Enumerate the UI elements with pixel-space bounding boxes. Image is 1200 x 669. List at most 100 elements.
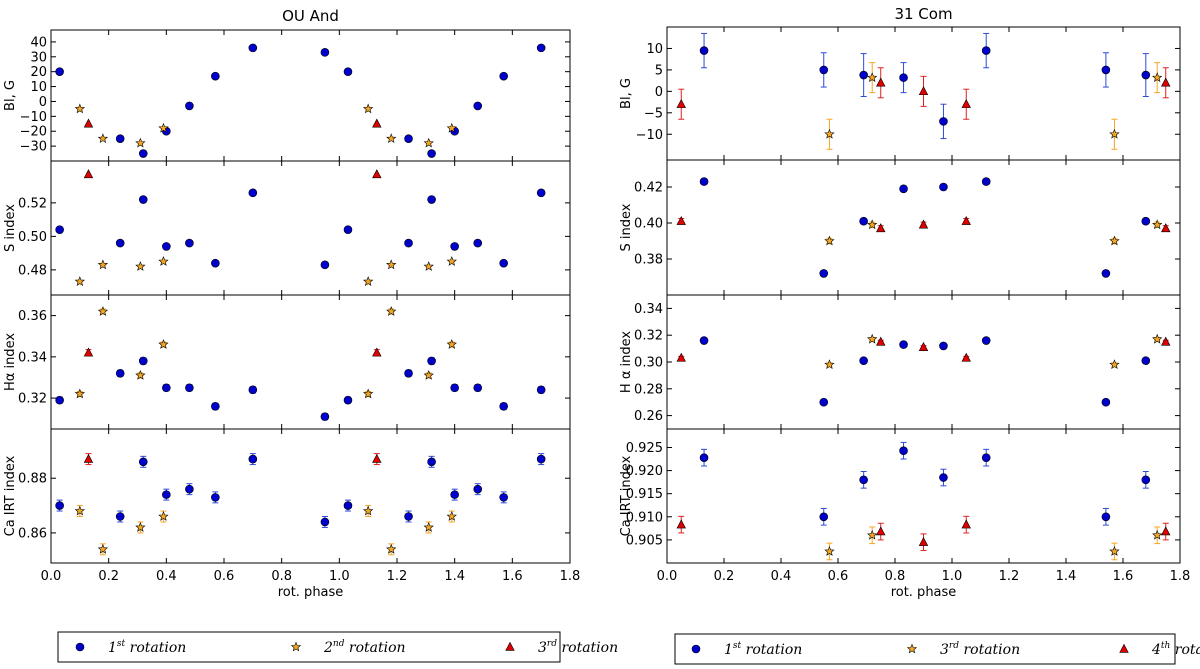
data-point xyxy=(138,356,148,366)
y-tick-label: 0.910 xyxy=(626,510,663,525)
data-point xyxy=(699,453,709,462)
y-tick-label: 0.32 xyxy=(18,392,47,407)
y-tick-label: 0.925 xyxy=(626,441,663,456)
data-point xyxy=(83,453,94,463)
series-r1 xyxy=(699,32,1151,140)
x-tick-label: 1.0 xyxy=(942,569,963,584)
data-point xyxy=(404,238,413,248)
series-r2 xyxy=(824,333,1163,370)
data-point xyxy=(961,352,971,362)
data-point xyxy=(363,505,374,516)
data-point xyxy=(446,122,457,133)
data-point xyxy=(211,493,220,502)
data-point xyxy=(536,188,546,198)
data-point xyxy=(859,475,868,485)
data-point xyxy=(386,543,397,554)
y-axis-label: H α index xyxy=(619,331,634,393)
data-point xyxy=(83,347,94,357)
data-point xyxy=(499,258,508,268)
data-point xyxy=(115,238,125,248)
y-axis-label: Hα index xyxy=(3,333,18,391)
data-point xyxy=(536,385,546,395)
data-point xyxy=(981,46,991,55)
data-point xyxy=(363,388,374,399)
y-axis-label: Ca IRT index xyxy=(3,455,18,536)
data-point xyxy=(320,48,330,57)
data-point xyxy=(1141,70,1151,80)
series-r3 xyxy=(676,515,1171,552)
series-r3 xyxy=(83,347,382,357)
legend-marker xyxy=(1119,643,1129,653)
series-r1 xyxy=(55,356,546,421)
x-tick-label: 1.6 xyxy=(502,569,523,584)
series-r3 xyxy=(83,118,382,128)
data-point xyxy=(473,101,483,111)
data-point xyxy=(939,117,948,126)
legend-label: 2nd rotation xyxy=(323,639,406,656)
data-point xyxy=(363,103,374,114)
data-point xyxy=(859,356,868,365)
series-r3 xyxy=(676,336,1171,362)
panel-frame xyxy=(50,428,571,564)
data-point xyxy=(450,242,459,251)
data-point xyxy=(939,341,948,351)
legend-marker xyxy=(505,641,515,651)
data-point xyxy=(320,517,330,527)
series-r2 xyxy=(74,306,457,399)
data-point xyxy=(961,98,971,108)
series-r1 xyxy=(55,453,546,528)
panel-1: −10 −5 0 5 10 Bl, G xyxy=(619,26,1181,161)
data-point xyxy=(158,122,169,133)
x-tick-label: 1.8 xyxy=(1170,569,1191,584)
data-point xyxy=(343,225,353,234)
legend-label: 1st rotation xyxy=(108,639,186,656)
legend-label: 4th rotation xyxy=(1151,641,1200,658)
data-point xyxy=(427,356,436,366)
data-point xyxy=(876,77,886,87)
data-point xyxy=(446,511,457,521)
data-point xyxy=(939,182,948,192)
data-point xyxy=(1109,235,1120,246)
data-point xyxy=(372,169,382,179)
data-point xyxy=(1161,336,1171,346)
data-point xyxy=(74,103,85,114)
data-point xyxy=(372,453,382,463)
y-tick-label: 0.905 xyxy=(626,533,663,548)
legend-box xyxy=(674,633,1176,665)
data-point xyxy=(1161,223,1171,233)
legend: 1st rotation 3rd rotation 4th rotation xyxy=(674,633,1200,665)
data-point xyxy=(867,72,878,83)
data-point xyxy=(185,101,194,111)
y-tick-label: −30 xyxy=(20,140,47,155)
data-point xyxy=(918,536,929,546)
y-tick-label: 0.86 xyxy=(18,526,47,541)
data-point xyxy=(819,397,829,407)
data-point xyxy=(386,306,397,316)
legend-label: 3rd rotation xyxy=(940,641,1020,658)
y-tick-label: 30 xyxy=(30,50,47,65)
panel-4: 0.0 0.2 0.4 0.6 0.8 1.0 1.2 1.4 1.6 1.8 0.86 0.88Ca… xyxy=(3,428,580,584)
panel-frame xyxy=(50,29,571,162)
legend-label: 1st rotation xyxy=(724,641,802,658)
data-point xyxy=(427,195,436,204)
data-point xyxy=(446,256,457,266)
series-r2 xyxy=(824,62,1163,150)
data-point xyxy=(1161,526,1171,536)
data-point xyxy=(320,260,330,270)
data-point xyxy=(899,73,908,82)
data-point xyxy=(248,454,258,464)
x-tick-label: 0.4 xyxy=(156,569,177,584)
y-tick-label: 0.920 xyxy=(626,464,663,479)
series-r3 xyxy=(676,67,1171,120)
data-point xyxy=(138,195,148,204)
data-point xyxy=(343,67,353,76)
x-tick-label: 0.2 xyxy=(98,569,119,584)
y-axis-label: S index xyxy=(3,204,18,252)
data-point xyxy=(158,511,169,521)
y-tick-label: 0.26 xyxy=(634,409,663,424)
y-tick-label: 0.34 xyxy=(18,350,47,365)
data-point xyxy=(1141,356,1151,365)
data-point xyxy=(248,188,258,198)
